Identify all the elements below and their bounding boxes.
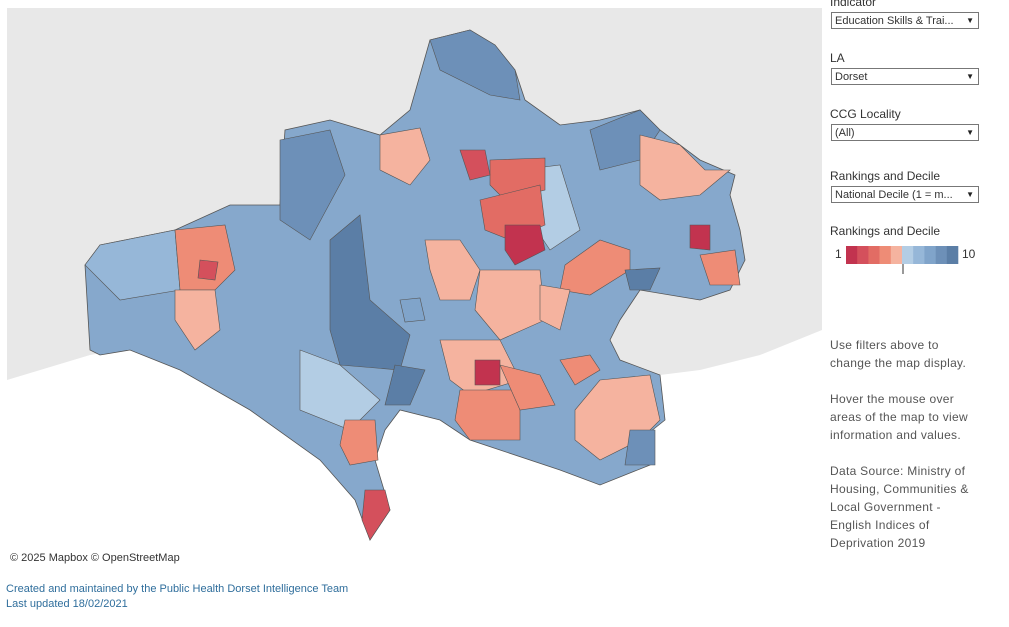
district[interactable] (424, 239, 481, 301)
district[interactable] (474, 359, 501, 386)
note: Use filters above to change the map disp… (830, 338, 967, 370)
map-attribution: © 2025 Mapbox © OpenStreetMap (10, 552, 180, 564)
filter-dropdown[interactable]: Education Skills & Trai... (831, 12, 979, 29)
district[interactable] (624, 429, 656, 466)
legend: 1 10 (835, 246, 976, 274)
legend-swatch (857, 246, 869, 264)
district[interactable] (279, 129, 346, 241)
legend-swatch (890, 246, 903, 264)
district[interactable] (379, 127, 431, 186)
legend-swatch (846, 246, 858, 264)
map[interactable] (7, 8, 822, 567)
district[interactable] (459, 149, 491, 181)
districts (84, 29, 741, 541)
filter-label: CCG Locality (830, 107, 901, 121)
note: Data Source: Ministry of Housing, Commun… (830, 464, 969, 550)
district[interactable] (699, 249, 741, 286)
district[interactable] (339, 419, 379, 466)
filter-dropdown[interactable]: Dorset (831, 68, 979, 85)
note: Hover the mouse over areas of the map to… (830, 392, 968, 442)
legend-swatch (946, 246, 959, 264)
sea (7, 330, 822, 567)
filter-dropdown[interactable]: (All) (831, 124, 979, 141)
district[interactable] (499, 364, 556, 411)
district[interactable] (197, 259, 219, 281)
district[interactable] (174, 289, 221, 351)
footer-text: Created and maintained by the Public Hea… (6, 583, 349, 595)
district[interactable] (299, 349, 381, 431)
district[interactable] (454, 389, 521, 441)
filter-label: LA (830, 51, 845, 65)
district[interactable] (539, 284, 571, 331)
legend-swatch (879, 246, 892, 264)
district[interactable] (399, 297, 426, 323)
filter-label: Rankings and Decile (830, 169, 941, 183)
filter-dropdown[interactable]: National Decile (1 = m... (831, 186, 979, 203)
district[interactable] (559, 354, 601, 386)
district[interactable] (84, 229, 181, 301)
district[interactable] (329, 214, 411, 371)
district[interactable] (624, 267, 661, 291)
district[interactable] (384, 364, 426, 406)
footer-text: Last updated 18/02/2021 (6, 598, 128, 610)
legend-title: Rankings and Decile (830, 224, 941, 238)
legend-swatch (924, 246, 936, 264)
district[interactable] (429, 29, 521, 101)
legend-swatch (935, 246, 948, 264)
district[interactable] (174, 224, 236, 291)
district[interactable] (639, 134, 731, 201)
district[interactable] (474, 269, 546, 341)
legend-swatch (913, 246, 925, 264)
district[interactable] (361, 489, 391, 541)
legend-swatch (868, 246, 880, 264)
filter-label: Indicator (830, 0, 877, 9)
legend-swatch (902, 246, 914, 264)
district[interactable] (689, 224, 711, 251)
legend-min-label: 1 (835, 247, 842, 261)
legend-max-label: 10 (962, 247, 976, 261)
district[interactable] (504, 224, 546, 266)
